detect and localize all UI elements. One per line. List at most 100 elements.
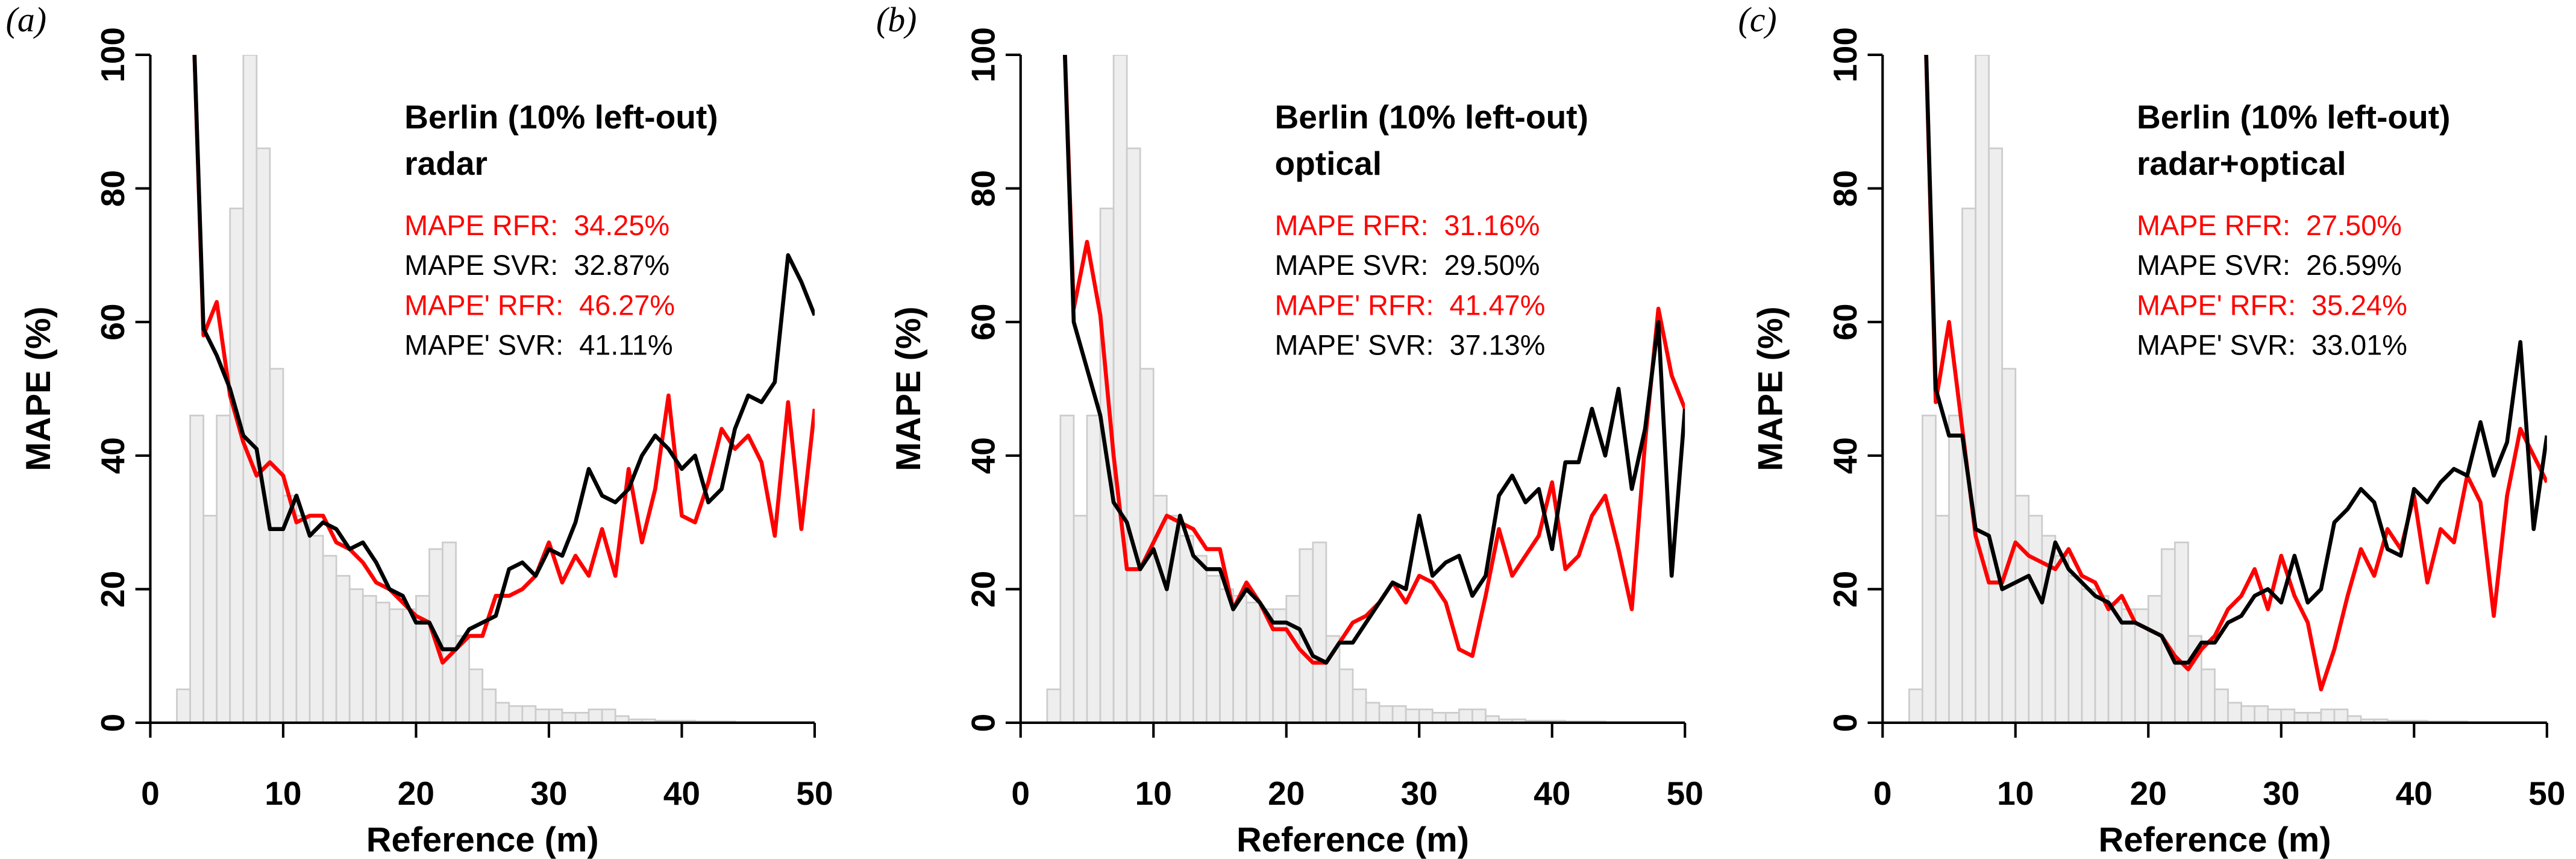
x-axis-title: Reference (m) (1236, 821, 1469, 859)
series-line (1924, 54, 2547, 665)
histogram-bar (2067, 574, 2083, 723)
x-tick-label: 20 (398, 775, 434, 812)
y-tick-label: 0 (964, 714, 1001, 732)
x-tick-label: 30 (2263, 775, 2299, 812)
annotation: MAPE SVR: 29.50% (1274, 250, 1540, 281)
histogram-bar (2028, 515, 2043, 723)
histogram-bar (2333, 708, 2349, 723)
histogram-bar (2201, 668, 2216, 723)
histogram-bar (388, 608, 404, 723)
x-tick-label: 20 (2130, 775, 2167, 812)
annotation: MAPE RFR: 27.50% (2137, 210, 2402, 241)
histogram-bar (1935, 515, 1950, 723)
histogram-bar (2054, 555, 2070, 723)
histogram-bar (202, 515, 218, 723)
chart-title: Berlin (10% left-out) (1274, 98, 1588, 136)
y-tick-label: 0 (94, 714, 131, 732)
y-tick-label: 40 (1826, 437, 1864, 474)
series-line (192, 54, 815, 652)
y-tick-label: 80 (94, 170, 131, 207)
histogram-bar (548, 708, 563, 723)
y-tick-label: 100 (964, 27, 1001, 83)
histogram-bar (561, 711, 577, 723)
histogram-bar (1112, 54, 1128, 723)
x-axis-title: Reference (m) (366, 821, 599, 859)
x-tick-label: 40 (2396, 775, 2433, 812)
y-axis-title: MAPE (%) (889, 306, 928, 471)
histogram-bar (2267, 708, 2283, 723)
x-tick-label: 10 (1997, 775, 2034, 812)
histogram-bar (2120, 608, 2136, 723)
y-tick-label: 20 (964, 571, 1001, 608)
panel: 0 20 40 60 80 100 0 10 20 30 40 50 Reference (m) MAPE… (1738, 0, 2565, 859)
histogram-bar (309, 535, 324, 723)
chart-title: Berlin (10% left-out) (2137, 98, 2451, 136)
annotation: MAPE' SVR: 41.11% (404, 329, 672, 360)
histogram-bar (1179, 535, 1194, 723)
y-tick-label: 80 (964, 170, 1001, 207)
histogram-bar (1126, 147, 1141, 723)
annotation: MAPE' RFR: 41.47% (1274, 289, 1545, 321)
histogram-bar (242, 54, 258, 723)
histogram-bar (2320, 708, 2336, 723)
histogram-bar (1922, 414, 1937, 723)
histogram-bar (229, 207, 245, 723)
annotation: MAPE SVR: 26.59% (2137, 250, 2402, 281)
histogram-bar (2147, 595, 2163, 723)
histogram-bar (1418, 708, 1434, 723)
y-tick-label: 100 (1826, 27, 1864, 83)
annotation: MAPE' RFR: 35.24% (2137, 289, 2407, 321)
histogram-bar (1352, 688, 1367, 723)
histogram-bar (1246, 602, 1261, 723)
histogram-bar (269, 368, 284, 723)
x-tick-label: 10 (265, 775, 301, 812)
histogram-bar (2254, 705, 2269, 723)
histogram-bar (282, 494, 298, 723)
histogram-bar (402, 608, 417, 723)
x-tick-label: 50 (1667, 775, 1703, 812)
histogram-bar (508, 705, 524, 723)
x-tick-label: 40 (663, 775, 700, 812)
series-line (1062, 54, 1685, 665)
histogram-bar (1232, 595, 1247, 723)
histogram-bar (216, 414, 231, 723)
histogram-bar (1471, 708, 1487, 723)
histogram-bar (481, 688, 497, 723)
histogram-bar (1312, 541, 1327, 723)
histogram-bar (574, 711, 590, 723)
histogram-bar (1961, 207, 1976, 723)
x-tick-label: 50 (2528, 775, 2565, 812)
x-tick-label: 50 (796, 775, 833, 812)
histogram-bar (588, 708, 603, 723)
histogram-bar (1405, 708, 1420, 723)
histogram-bar (255, 147, 271, 723)
x-tick-label: 40 (1534, 775, 1570, 812)
histogram-bar (1365, 702, 1380, 723)
histogram-bar (2014, 494, 2030, 723)
histogram-bar (322, 555, 337, 723)
histogram-bar (362, 595, 377, 723)
panel-label: (b) (876, 0, 917, 39)
histogram-bar (2280, 708, 2296, 723)
histogram-bar (1948, 414, 1963, 723)
y-axis-title: MAPE (%) (19, 306, 58, 471)
histogram-bar (1378, 705, 1394, 723)
x-tick-label: 0 (1011, 775, 1030, 812)
histogram-bar (2094, 595, 2110, 723)
histogram-bar (534, 708, 550, 723)
y-tick-label: 40 (964, 437, 1001, 474)
y-tick-label: 60 (1826, 304, 1864, 341)
annotation: MAPE' SVR: 33.01% (2137, 329, 2407, 360)
histogram-bar (1272, 608, 1288, 723)
histogram-bar (1431, 711, 1447, 723)
histogram-bar (1988, 147, 2004, 723)
histogram-bar (1391, 705, 1407, 723)
histogram-bar (1975, 54, 1990, 723)
y-tick-label: 80 (1826, 170, 1864, 207)
plot-area (176, 54, 815, 723)
histogram-bar (1206, 574, 1221, 723)
histogram-bar (2214, 688, 2229, 723)
annotation: MAPE SVR: 32.87% (404, 250, 669, 281)
histogram-bar (2307, 711, 2322, 723)
